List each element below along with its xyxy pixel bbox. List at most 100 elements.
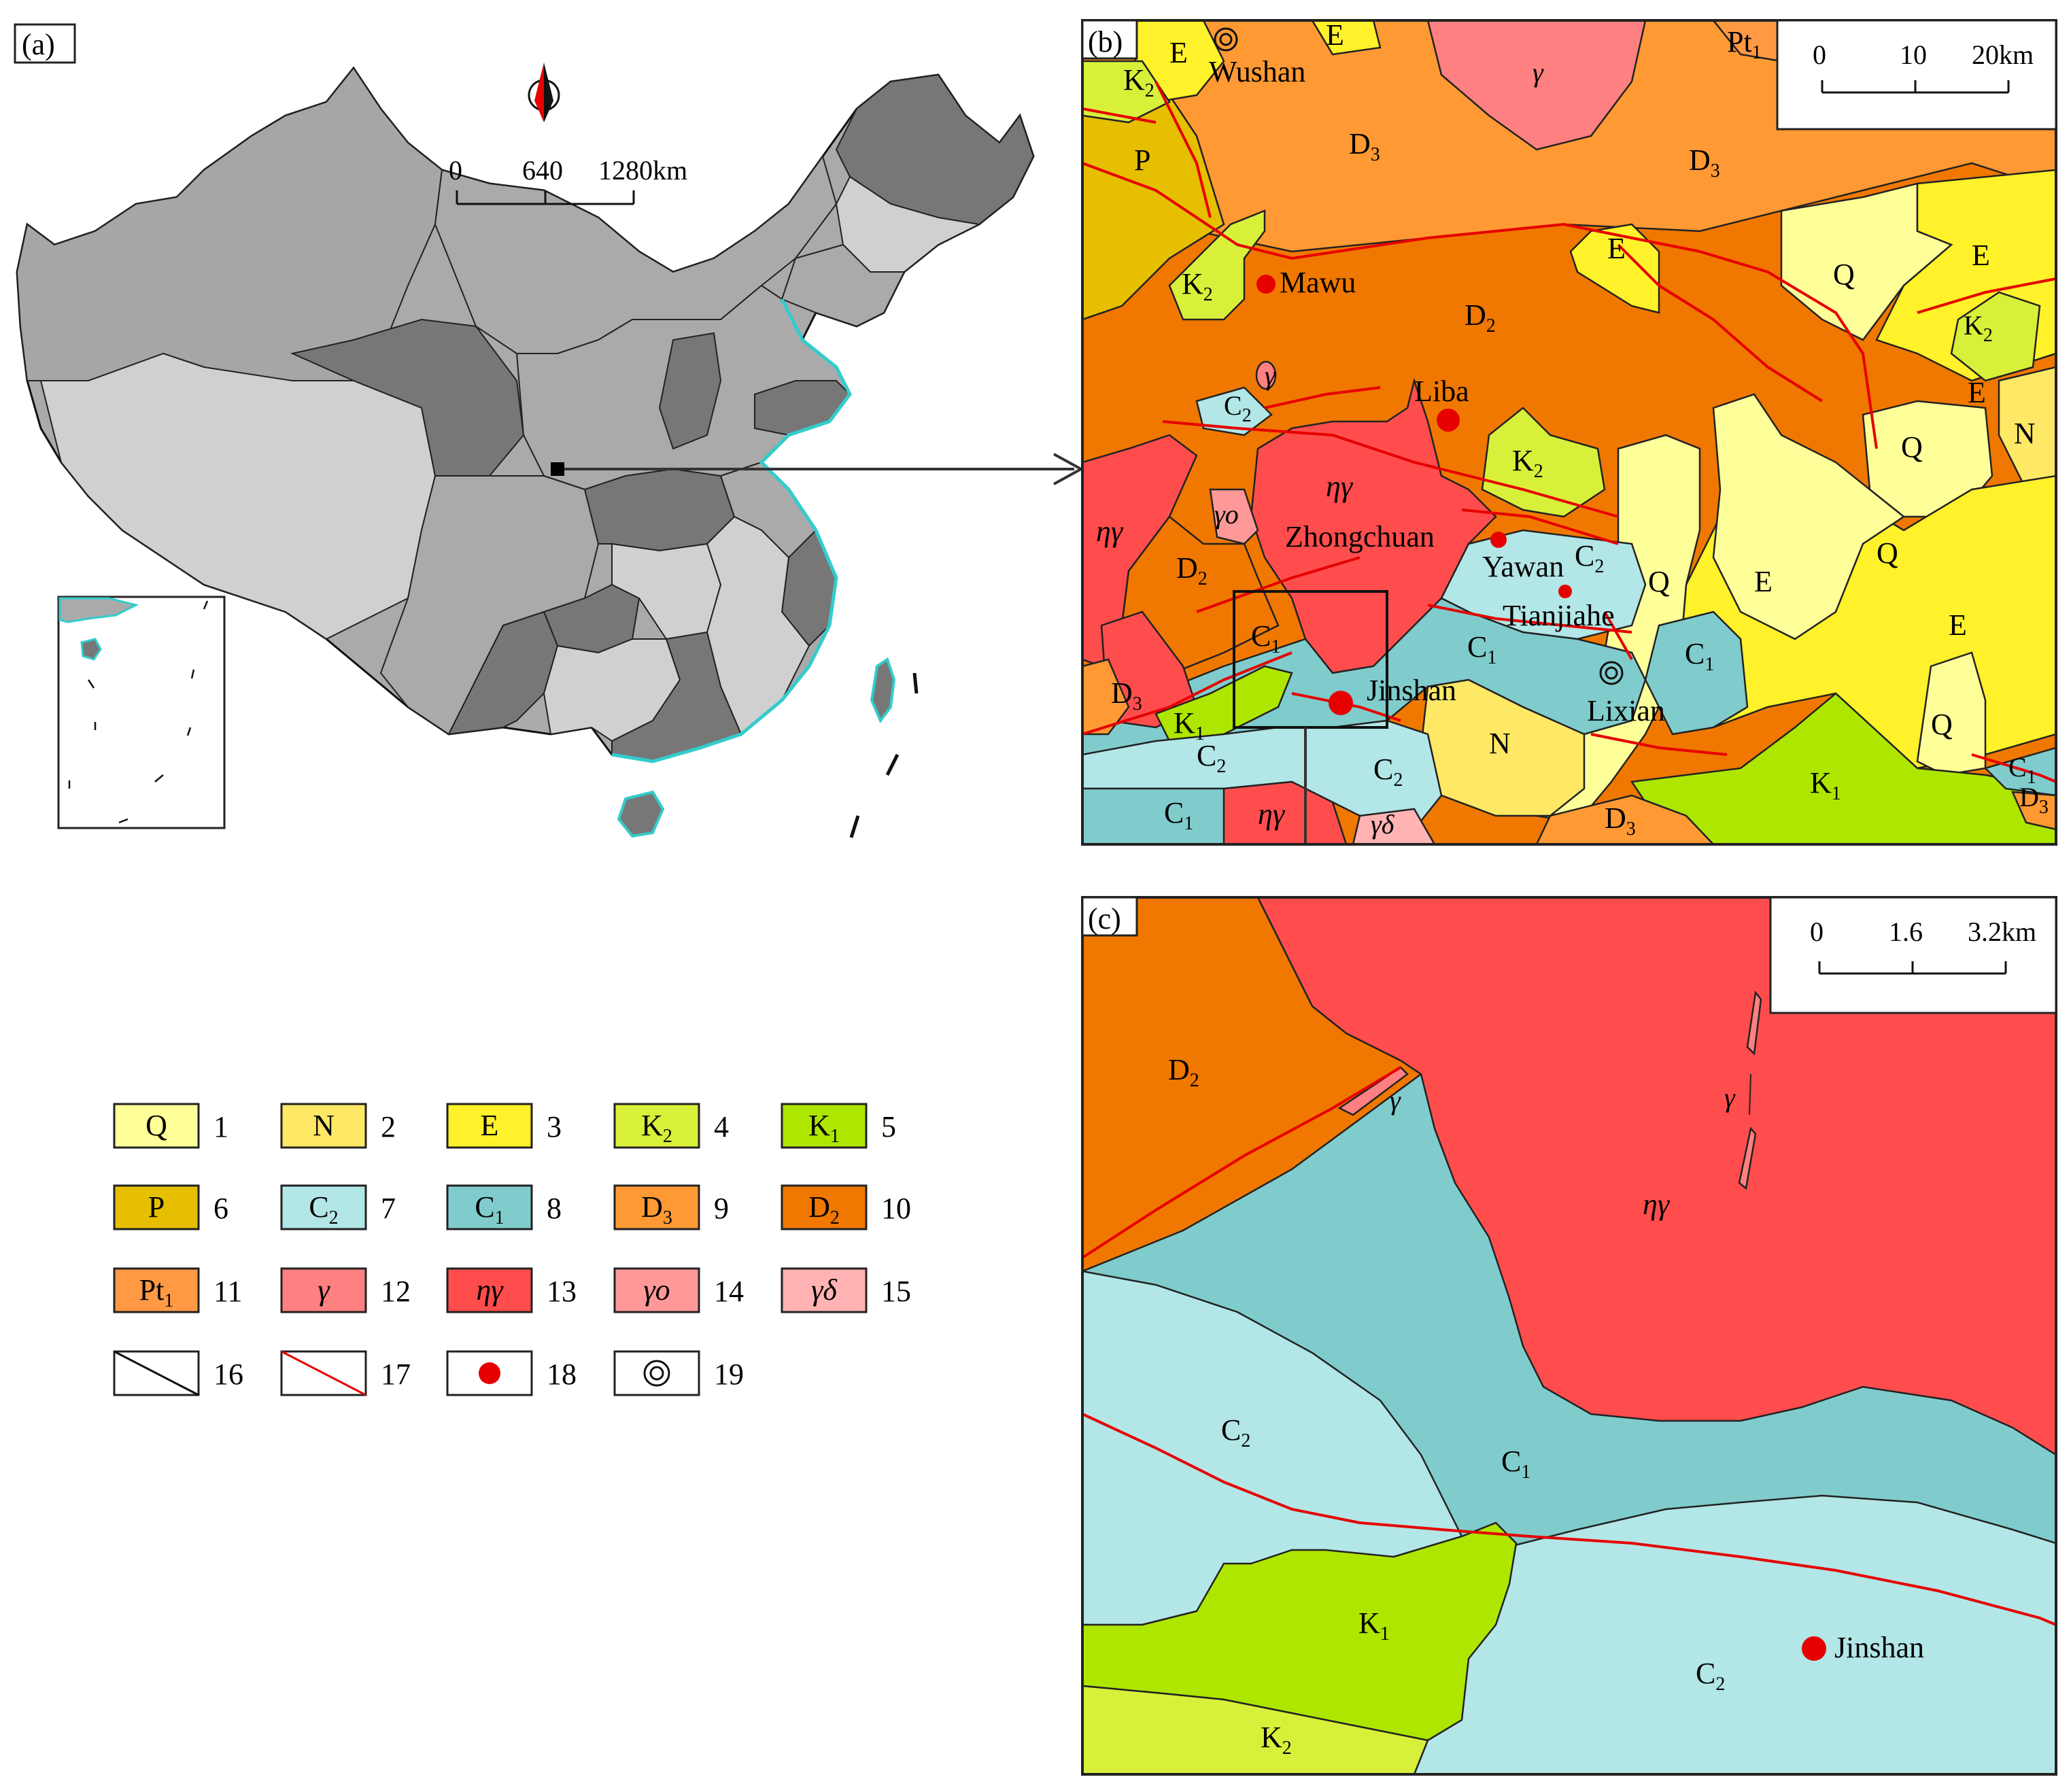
- legend-swatch: [446, 1267, 533, 1313]
- legend-symbol: C1: [475, 1190, 504, 1228]
- legend-number: 9: [714, 1192, 729, 1225]
- legend-number: 2: [381, 1110, 396, 1143]
- study-area-marker: [551, 462, 564, 476]
- legend-number: 5: [881, 1110, 896, 1143]
- legend-item: D2 10: [781, 1184, 911, 1230]
- label-k2: K2: [1182, 267, 1213, 305]
- label-eta-gamma: ηγ: [1643, 1188, 1671, 1221]
- legend-symbol: D3: [641, 1190, 672, 1228]
- panel-a-tag: (a): [22, 28, 55, 61]
- label-d2: D2: [1465, 298, 1496, 337]
- wushan-town-icon: [1214, 27, 1238, 52]
- legend-swatch: [781, 1103, 868, 1149]
- label-e: E: [1169, 36, 1188, 69]
- concentric-circle-icon: [643, 1360, 670, 1387]
- legend-symbol: Pt1: [139, 1273, 174, 1311]
- legend-swatch: [613, 1103, 700, 1149]
- label-c2: C2: [1373, 753, 1403, 791]
- label-gamma: γ: [1724, 1082, 1736, 1113]
- liba-dot-icon: [1437, 409, 1460, 432]
- legend-symbol: ηγ: [476, 1273, 504, 1307]
- legend-symbol: N: [313, 1109, 335, 1142]
- panel-a-tag-box: [14, 23, 76, 64]
- legend-symbol: γ: [318, 1273, 330, 1307]
- label-d3: D3: [1605, 802, 1636, 840]
- label-d3: D3: [1349, 127, 1380, 165]
- boundary-dash: [912, 672, 919, 694]
- boundary-dash: [849, 815, 860, 838]
- legend-swatch: [613, 1267, 700, 1313]
- legend-swatch: [446, 1184, 533, 1230]
- legend-symbol: E: [481, 1109, 499, 1142]
- legend-item: 16: [113, 1350, 243, 1396]
- legend-swatch: [781, 1184, 868, 1230]
- scale-a-tick-0: 0: [449, 155, 462, 186]
- panel-c-map: [1082, 897, 2056, 1774]
- arrow-b-to-c-head: [1292, 860, 1319, 884]
- label-d3: D3: [1111, 676, 1142, 714]
- label-k2: K2: [1261, 1721, 1292, 1759]
- legend-swatch: [113, 1184, 200, 1230]
- label-c1: C1: [1164, 796, 1193, 834]
- place-yawan: Yawan: [1482, 550, 1564, 583]
- scale-b-tick-0: 0: [1813, 39, 1826, 70]
- legend-item: 18: [446, 1350, 577, 1396]
- legend-swatch: [113, 1267, 200, 1313]
- label-e: E: [1326, 18, 1344, 52]
- label-d3: D3: [1689, 143, 1720, 182]
- legend-number: 11: [213, 1275, 242, 1308]
- label-q: Q: [1877, 536, 1898, 570]
- scale-a-tick-1: 640: [522, 155, 563, 186]
- label-k2: K2: [1512, 444, 1543, 482]
- label-k2: K2: [1964, 310, 1993, 346]
- legend-number: 10: [881, 1192, 911, 1225]
- legend-item: γδ 15: [781, 1267, 911, 1313]
- scale-b-tick-2: 20km: [1972, 39, 2034, 70]
- label-eta-gamma: ηγ: [1326, 470, 1354, 503]
- label-c2: C2: [1575, 539, 1604, 577]
- label-e: E: [1972, 239, 1990, 272]
- label-gamma: γ: [1390, 1085, 1401, 1116]
- panel-b-tag: (b): [1088, 25, 1123, 58]
- red-fault-line-icon: [281, 1350, 366, 1396]
- jiangxi-fujian-region: [706, 515, 810, 736]
- label-d2: D2: [1168, 1053, 1199, 1091]
- label-n: N: [1489, 727, 1511, 760]
- legend-swatch: [113, 1103, 200, 1149]
- legend-item: D3 9: [613, 1184, 729, 1230]
- place-liba: Liba: [1414, 375, 1469, 408]
- scale-c-tick-1: 1.6: [1889, 916, 1923, 947]
- taiwan-island: [870, 657, 896, 723]
- legend-swatch: [446, 1103, 533, 1149]
- legend-item: γ 12: [280, 1267, 411, 1313]
- boundary-dash: [885, 753, 900, 776]
- label-c2: C2: [1224, 390, 1252, 426]
- legend-swatch: [781, 1267, 868, 1313]
- label-e: E: [1949, 608, 1967, 642]
- label-q: Q: [1901, 430, 1923, 464]
- legend-number: 7: [381, 1192, 396, 1225]
- label-eta-gamma: ηγ: [1096, 515, 1124, 548]
- label-k1: K1: [1358, 1606, 1390, 1644]
- legend-number: 13: [547, 1275, 577, 1308]
- label-k1: K1: [1810, 766, 1841, 804]
- label-gamma-o: γo: [1214, 499, 1239, 530]
- south-china-sea-inset: [57, 596, 226, 829]
- legend-item: K2 4: [613, 1103, 729, 1149]
- place-lixian: Lixian: [1587, 694, 1665, 727]
- coastline: [611, 298, 852, 763]
- legend-item: 19: [613, 1350, 744, 1396]
- faults-b: [1082, 81, 2056, 783]
- lixian-town-icon: [1599, 661, 1624, 685]
- faults-c: [1082, 1066, 2056, 1626]
- places-b: [1214, 27, 1624, 715]
- label-d3: D3: [2019, 782, 2049, 818]
- legend-item: C2 7: [280, 1184, 396, 1230]
- legend-item: γo 14: [613, 1267, 744, 1313]
- place-jinshan: Jinshan: [1834, 1631, 1924, 1664]
- liaoning-region: [781, 243, 906, 328]
